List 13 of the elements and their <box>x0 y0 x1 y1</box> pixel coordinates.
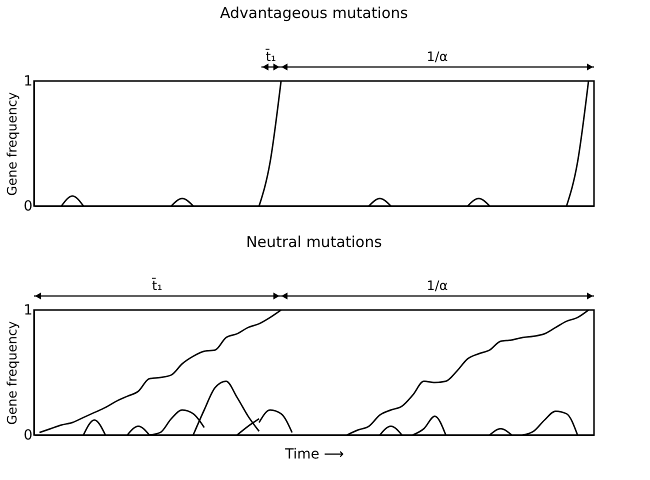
y-tick-label: 0 <box>24 198 32 214</box>
y-tick-label: 1 <box>24 302 32 318</box>
y-axis-title: Gene frequency <box>6 92 21 196</box>
y-tick-label: 1 <box>24 74 32 90</box>
x-axis-title: Time ⟶ <box>284 446 344 462</box>
y-axis-title: Gene frequency <box>6 320 21 425</box>
text: t̄₁ <box>151 278 162 294</box>
chart-title: Neutral mutations <box>246 233 382 251</box>
y-tick-label: 0 <box>24 428 32 444</box>
text: t̄₁ <box>264 48 276 65</box>
chart-title: Advantageous mutations <box>220 4 408 22</box>
text: 1/α <box>426 279 448 294</box>
text: 1/α <box>426 50 448 65</box>
